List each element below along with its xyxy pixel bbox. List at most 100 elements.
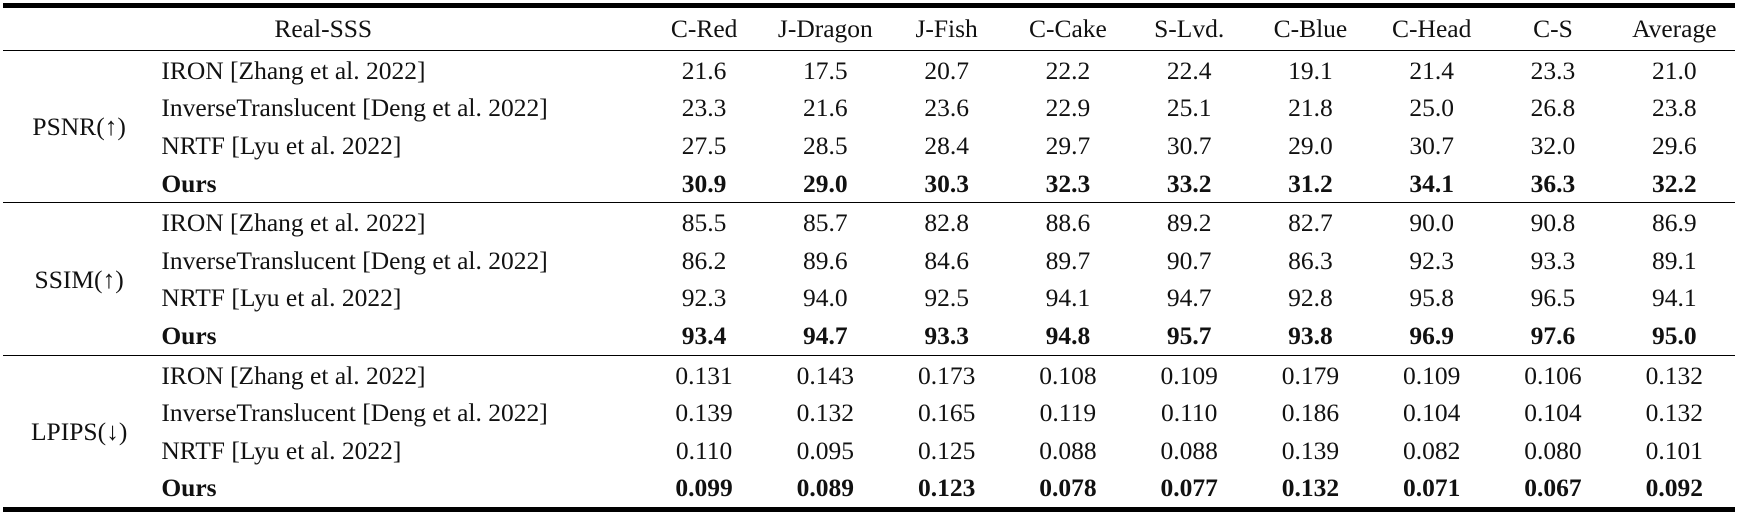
value-cell: 32.0	[1530, 130, 1576, 160]
value-cell: 86.2	[681, 245, 727, 275]
table-row: NRTF [Lyu et al. 2022] 92.3 94.0 92.5 94…	[3, 280, 1735, 318]
value-cell: 94.7	[1166, 283, 1212, 313]
value-cell: 86.9	[1651, 208, 1697, 238]
table-row: InverseTranslucent [Deng et al. 2022] 86…	[3, 242, 1735, 280]
column-header-average: Average	[1632, 14, 1717, 43]
metric-label: LPIPS(↓)	[30, 416, 128, 446]
metric-group-lpips: LPIPS(↓) IRON [Zhang et al. 2022] 0.131 …	[3, 355, 1735, 510]
metric-label: PSNR(↑)	[32, 112, 126, 142]
value-cell-best: 36.3	[1530, 168, 1576, 198]
value-cell-best: 0.123	[917, 473, 976, 503]
value-cell: 93.3	[1530, 245, 1576, 275]
table-row: InverseTranslucent [Deng et al. 2022] 23…	[3, 90, 1735, 128]
value-cell: 0.082	[1403, 435, 1461, 465]
method-name: IRON [Zhang et al. 2022]	[161, 360, 426, 390]
value-cell: 22.2	[1045, 55, 1091, 85]
value-cell-best: 93.3	[924, 320, 969, 350]
value-cell: 0.132	[1645, 398, 1703, 428]
value-cell: 22.9	[1045, 93, 1091, 123]
table-row-ours: Ours 93.4 94.7 93.3 94.8 95.7 93.8 96.9 …	[3, 317, 1735, 355]
method-name: IRON [Zhang et al. 2022]	[161, 55, 426, 85]
value-cell: 17.5	[803, 55, 848, 85]
value-cell: 95.8	[1409, 283, 1454, 313]
value-cell-best: 94.8	[1045, 320, 1091, 350]
value-cell: 89.1	[1651, 245, 1697, 275]
value-cell: 92.3	[681, 283, 727, 313]
value-cell: 20.7	[924, 55, 969, 85]
metric-label: SSIM(↑)	[34, 264, 124, 294]
value-cell: 90.7	[1166, 245, 1212, 275]
value-cell: 0.179	[1281, 360, 1340, 390]
results-table-container: Real-SSS C-Red J-Dragon J-Fish C-Cake S-…	[3, 3, 1735, 512]
value-cell: 89.7	[1045, 245, 1091, 275]
value-cell: 86.3	[1288, 245, 1333, 275]
value-cell-best: 0.099	[675, 473, 733, 503]
table-row: InverseTranslucent [Deng et al. 2022] 0.…	[3, 394, 1735, 432]
value-cell-best: 93.8	[1288, 320, 1333, 350]
value-cell-best: 95.0	[1651, 320, 1697, 350]
metric-group-ssim: SSIM(↑) IRON [Zhang et al. 2022] 85.5 85…	[3, 203, 1735, 356]
value-cell: 29.0	[1288, 130, 1333, 160]
value-cell: 0.080	[1524, 435, 1582, 465]
value-cell: 21.6	[681, 55, 727, 85]
table-row: NRTF [Lyu et al. 2022] 27.5 28.5 28.4 29…	[3, 127, 1735, 165]
value-cell: 85.7	[803, 208, 848, 238]
value-cell: 0.110	[675, 435, 733, 465]
column-header: C-Red	[670, 14, 738, 43]
method-name-ours: Ours	[161, 168, 217, 198]
value-cell-best: 0.077	[1160, 473, 1218, 503]
method-name-ours: Ours	[161, 473, 217, 503]
table-row: SSIM(↑) IRON [Zhang et al. 2022] 85.5 85…	[3, 203, 1735, 293]
value-cell: 21.4	[1409, 55, 1454, 85]
value-cell: 94.0	[803, 283, 848, 313]
value-cell: 28.4	[924, 130, 969, 160]
value-cell: 30.7	[1409, 130, 1454, 160]
method-name: InverseTranslucent [Deng et al. 2022]	[161, 398, 548, 428]
value-cell-best: 0.132	[1281, 473, 1340, 503]
value-cell: 0.101	[1645, 435, 1703, 465]
value-cell: 0.132	[796, 398, 855, 428]
value-cell: 30.7	[1166, 130, 1212, 160]
column-header: C-Blue	[1273, 14, 1348, 43]
value-cell-best: 32.3	[1045, 168, 1091, 198]
value-cell: 82.8	[924, 208, 969, 238]
table-row: LPIPS(↓) IRON [Zhang et al. 2022] 0.131 …	[3, 355, 1735, 446]
value-cell: 90.8	[1530, 208, 1576, 238]
column-header: C-Head	[1392, 14, 1472, 43]
column-header: J-Dragon	[777, 14, 873, 43]
value-cell: 0.186	[1281, 398, 1340, 428]
value-cell: 82.7	[1288, 208, 1333, 238]
value-cell: 90.0	[1409, 208, 1454, 238]
method-name: NRTF [Lyu et al. 2022]	[161, 130, 402, 160]
value-cell: 94.1	[1651, 283, 1697, 313]
method-name: InverseTranslucent [Deng et al. 2022]	[161, 245, 548, 275]
method-name-ours: Ours	[161, 320, 217, 350]
value-cell: 0.119	[1039, 398, 1097, 428]
value-cell: 26.8	[1530, 93, 1576, 123]
dataset-label: Real-SSS	[274, 14, 373, 43]
value-cell-best: 95.7	[1166, 320, 1212, 350]
value-cell: 84.6	[924, 245, 969, 275]
column-header: C-Cake	[1028, 14, 1107, 43]
value-cell: 92.8	[1288, 283, 1333, 313]
value-cell: 0.132	[1645, 360, 1703, 390]
value-cell: 29.7	[1045, 130, 1091, 160]
value-cell: 0.110	[1160, 398, 1218, 428]
value-cell-best: 97.6	[1530, 320, 1576, 350]
value-cell: 25.1	[1166, 93, 1212, 123]
value-cell: 89.2	[1166, 208, 1212, 238]
table-row-ours: Ours 0.099 0.089 0.123 0.078 0.077 0.132…	[3, 470, 1735, 510]
value-cell: 0.109	[1160, 360, 1218, 390]
table-row-ours: Ours 30.9 29.0 30.3 32.3 33.2 31.2 34.1 …	[3, 165, 1735, 203]
value-cell: 0.088	[1039, 435, 1097, 465]
value-cell-best: 34.1	[1409, 168, 1454, 198]
value-cell-best: 0.071	[1403, 473, 1461, 503]
value-cell: 96.5	[1530, 283, 1576, 313]
value-cell: 92.3	[1409, 245, 1454, 275]
value-cell-best: 33.2	[1166, 168, 1212, 198]
value-cell: 0.165	[917, 398, 976, 428]
value-cell: 23.8	[1651, 93, 1697, 123]
value-cell-best: 0.089	[796, 473, 855, 503]
value-cell: 0.108	[1039, 360, 1097, 390]
table-row: NRTF [Lyu et al. 2022] 0.110 0.095 0.125…	[3, 432, 1735, 470]
